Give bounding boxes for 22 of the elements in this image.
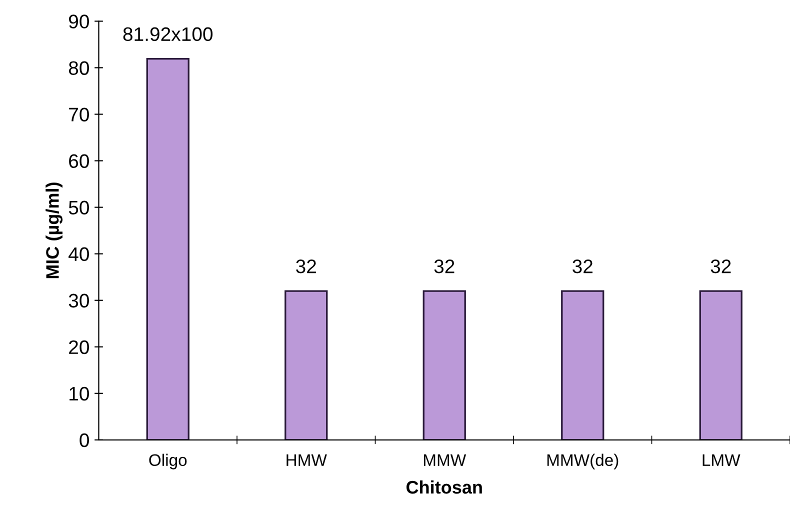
x-tick-label: LMW [702,454,740,466]
x-axis-title: Chitosan [406,480,482,494]
x-tick-label: Oligo [149,454,187,470]
y-tick-label: 90 [69,14,89,28]
y-tick-label: 10 [70,386,89,401]
x-tick-label: MMW [424,454,466,466]
y-tick-label: 20 [69,340,89,354]
y-tick-label: 0 [80,433,89,448]
y-tick-label: 50 [68,200,89,215]
y-tick-label: 80 [68,61,89,75]
data-label: 81.92x100 [123,27,213,42]
data-label: 32 [572,260,592,274]
y-tick-label: 40 [68,247,89,262]
y-axis-title: MIC (µg/ml) [46,182,63,278]
y-tick-label: 30 [68,294,89,308]
y-tick-label: 70 [69,108,89,122]
data-label: 32 [434,260,454,274]
y-tick-label: 60 [69,154,89,168]
x-tick-label: MMW(de) [547,454,618,470]
data-label: 32 [710,260,731,274]
data-label: 32 [296,260,316,274]
x-tick-label: HMW [286,454,327,466]
